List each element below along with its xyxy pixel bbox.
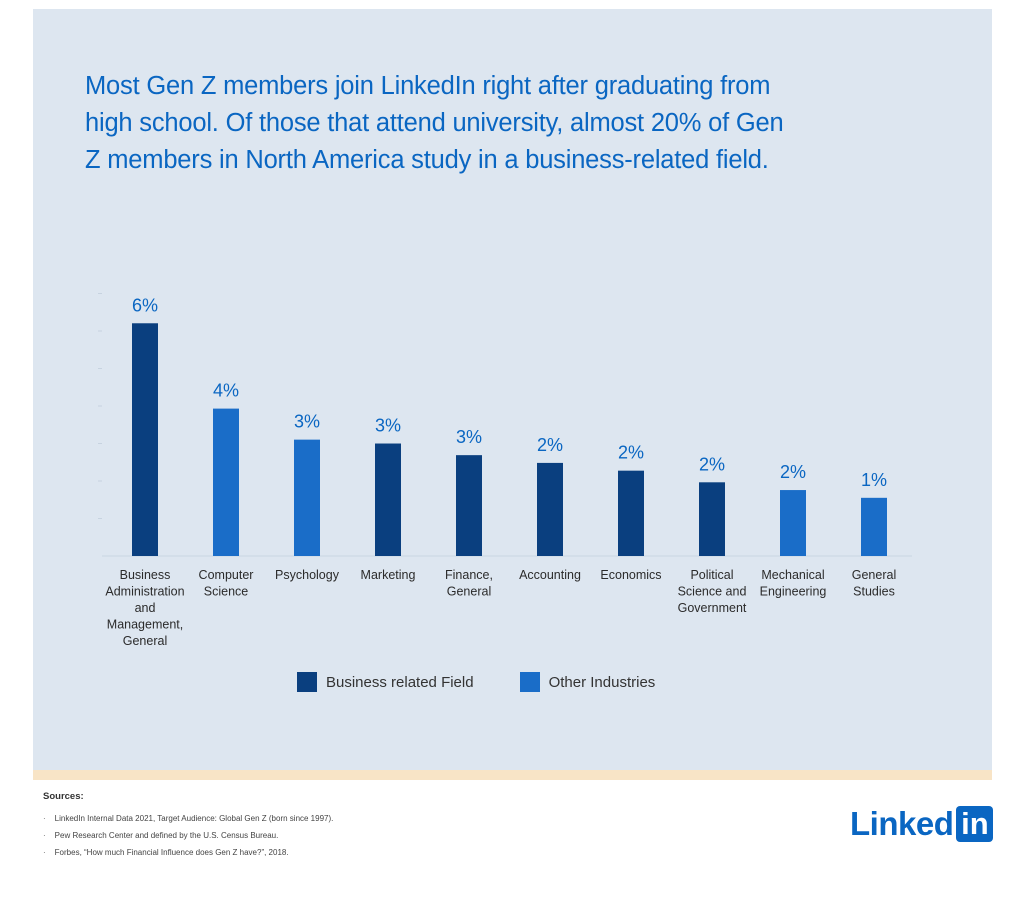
bar-value-label: 2% bbox=[537, 435, 563, 455]
category-label: Management, bbox=[107, 618, 183, 632]
bar-value-label: 3% bbox=[375, 416, 401, 436]
legend-item: Business related Field bbox=[297, 672, 474, 692]
category-label: Psychology bbox=[275, 568, 340, 582]
category-label: Finance, bbox=[445, 568, 493, 582]
bar bbox=[375, 443, 401, 556]
category-label: Mechanical bbox=[761, 568, 824, 582]
category-label: General bbox=[123, 634, 167, 648]
source-item: Pew Research Center and defined by the U… bbox=[43, 827, 333, 844]
category-label: Engineering bbox=[760, 585, 827, 599]
bar-value-label: 4% bbox=[213, 381, 239, 401]
category-label: Government bbox=[678, 601, 747, 615]
bar bbox=[861, 497, 887, 556]
chart-legend: Business related Field Other Industries bbox=[297, 672, 701, 692]
chart-panel bbox=[33, 9, 992, 770]
source-item: Forbes, “How much Financial Influence do… bbox=[43, 844, 333, 861]
legend-item: Other Industries bbox=[519, 672, 656, 692]
bar bbox=[780, 490, 806, 556]
category-label: Science and bbox=[678, 585, 747, 599]
logo-wordmark: Linked bbox=[850, 805, 954, 842]
bar-value-label: 3% bbox=[294, 412, 320, 432]
bar-value-label: 3% bbox=[456, 427, 482, 447]
bar-value-label: 6% bbox=[132, 295, 158, 315]
linkedin-logo: Linked in bbox=[850, 805, 994, 842]
legend-label: Other Industries bbox=[548, 673, 656, 691]
bar bbox=[213, 408, 239, 556]
bar bbox=[132, 323, 158, 556]
bar-value-label: 2% bbox=[618, 443, 644, 463]
category-label: General bbox=[447, 585, 491, 599]
legend-label: Business related Field bbox=[326, 673, 474, 691]
category-label: Computer bbox=[199, 568, 254, 582]
legend-swatch bbox=[297, 672, 317, 692]
category-label: Economics bbox=[600, 568, 661, 582]
category-label: Political bbox=[690, 568, 733, 582]
category-label: General bbox=[852, 568, 896, 582]
category-label: and bbox=[135, 601, 156, 615]
footer-stripe bbox=[33, 770, 992, 780]
sources-title: Sources: bbox=[43, 791, 84, 802]
category-label: Science bbox=[204, 585, 249, 599]
bar bbox=[699, 482, 725, 556]
category-label: Studies bbox=[853, 585, 895, 599]
category-label: Accounting bbox=[519, 568, 581, 582]
category-label: Marketing bbox=[361, 568, 416, 582]
bar bbox=[456, 455, 482, 556]
chart-title: Most Gen Z members join LinkedIn right a… bbox=[85, 72, 784, 174]
logo-in-box: in bbox=[956, 806, 994, 842]
category-label: Administration bbox=[105, 585, 184, 599]
bar-value-label: 2% bbox=[699, 454, 725, 474]
bar-value-label: 1% bbox=[861, 470, 887, 490]
legend-swatch bbox=[519, 672, 540, 692]
bar-value-label: 2% bbox=[780, 462, 806, 482]
bar bbox=[537, 462, 563, 556]
source-item: LinkedIn Internal Data 2021, Target Audi… bbox=[43, 810, 334, 827]
category-label: Business bbox=[120, 568, 171, 582]
bar bbox=[294, 439, 320, 556]
bar bbox=[618, 470, 644, 556]
sources-section: Sources: LinkedIn Internal Data 2021, Ta… bbox=[43, 791, 333, 861]
